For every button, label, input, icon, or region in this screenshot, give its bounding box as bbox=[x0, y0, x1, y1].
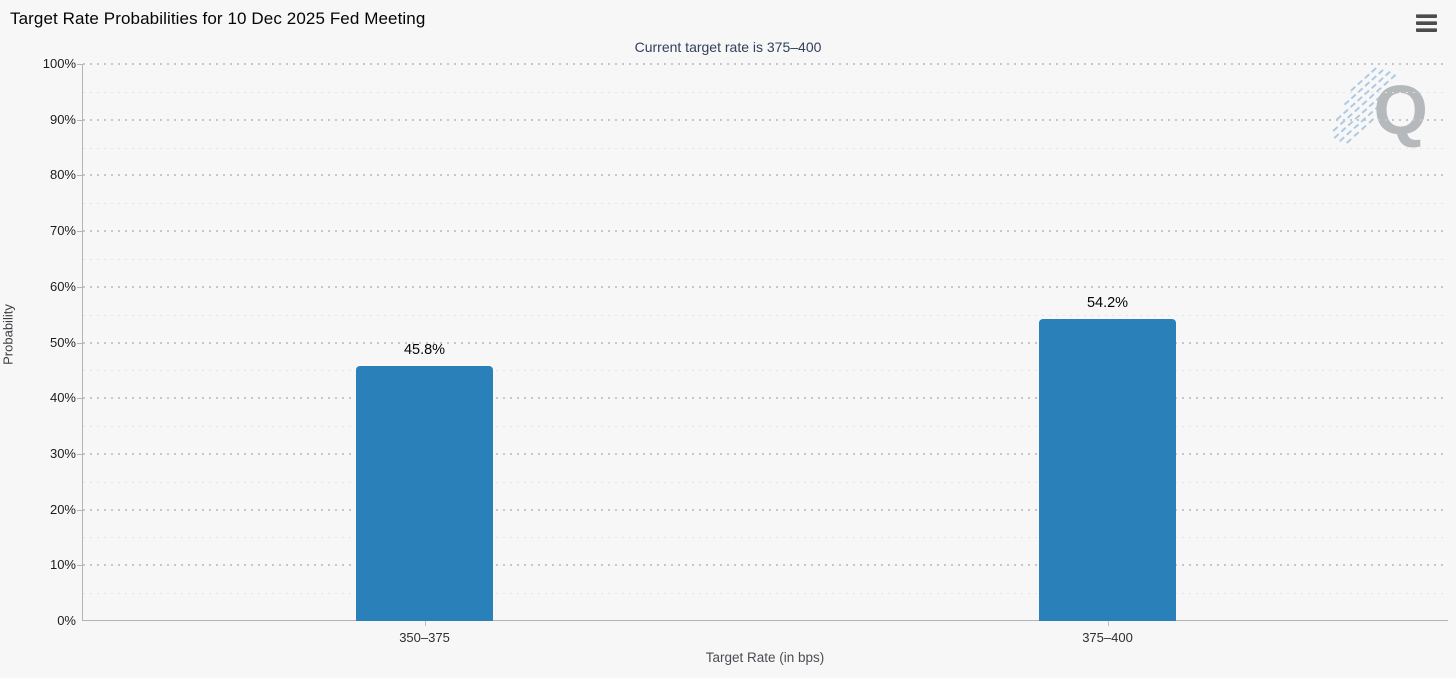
gridline-major bbox=[83, 230, 1448, 233]
bar-value-label: 54.2% bbox=[1086, 295, 1129, 312]
y-axis-tick bbox=[77, 286, 83, 288]
y-tick-label: 30% bbox=[49, 445, 76, 461]
watermark-q-letter: Q bbox=[1373, 71, 1428, 149]
gridline-major bbox=[83, 341, 1448, 344]
y-axis-tick bbox=[77, 453, 83, 455]
gridline-major bbox=[83, 452, 1448, 455]
gridline-major bbox=[83, 564, 1448, 567]
x-tick-label: 375–400 bbox=[1082, 630, 1133, 645]
gridline-minor bbox=[83, 370, 1448, 372]
bar-value-label: 45.8% bbox=[403, 341, 446, 358]
y-tick-label: 80% bbox=[49, 167, 76, 183]
x-axis-title: Target Rate (in bps) bbox=[705, 650, 825, 665]
y-tick-label: 60% bbox=[49, 278, 76, 294]
x-axis-tick bbox=[424, 621, 426, 626]
y-axis-tick bbox=[77, 64, 83, 65]
gridline-major bbox=[83, 174, 1448, 177]
gridline-minor bbox=[83, 147, 1448, 149]
quikstrike-watermark-logo: Q bbox=[1332, 67, 1434, 164]
gridline-minor bbox=[83, 258, 1448, 260]
plot-area: Q 45.8% 350–375 54.2% 375–400 bbox=[77, 63, 1448, 645]
gridline-minor bbox=[83, 203, 1448, 205]
y-axis-tick bbox=[77, 231, 83, 233]
menu-bar bbox=[1416, 28, 1437, 32]
menu-bar bbox=[1416, 21, 1437, 25]
probability-bar[interactable] bbox=[1039, 319, 1176, 621]
y-axis-tick bbox=[77, 509, 83, 511]
gridline-major bbox=[83, 118, 1448, 121]
menu-bar bbox=[1416, 14, 1437, 18]
y-tick-label: 40% bbox=[49, 390, 76, 406]
gridline-minor bbox=[83, 481, 1448, 483]
y-axis-tick bbox=[77, 342, 83, 344]
gridline-minor bbox=[83, 314, 1448, 316]
y-tick-label: 70% bbox=[49, 223, 76, 239]
x-axis-tick bbox=[1107, 621, 1109, 626]
y-axis-tick bbox=[77, 398, 83, 400]
y-tick-label: 50% bbox=[49, 334, 76, 350]
y-tick-label: 0% bbox=[57, 613, 76, 628]
y-axis-tick bbox=[77, 565, 83, 567]
gridline-major bbox=[83, 285, 1448, 288]
watermark-streak-lines bbox=[1318, 59, 1413, 150]
y-tick-label: 10% bbox=[49, 557, 76, 573]
chart-subtitle: Current target rate is 375–400 bbox=[634, 39, 822, 55]
x-tick-label: 350–375 bbox=[399, 630, 450, 645]
y-axis-tick bbox=[77, 175, 83, 177]
chart-title: Target Rate Probabilities for 10 Dec 202… bbox=[10, 9, 426, 28]
gridline-minor bbox=[83, 593, 1448, 595]
probability-bar[interactable] bbox=[356, 365, 493, 621]
y-tick-label: 90% bbox=[49, 111, 76, 127]
gridline-major bbox=[83, 397, 1448, 400]
y-tick-label: 20% bbox=[49, 501, 76, 517]
gridline-minor bbox=[83, 91, 1448, 93]
gridline-minor bbox=[83, 537, 1448, 539]
y-axis-tick bbox=[77, 119, 83, 121]
gridline-minor bbox=[83, 426, 1448, 428]
y-tick-label: 100% bbox=[42, 56, 76, 71]
gridline-major bbox=[83, 508, 1448, 511]
gridline-major bbox=[83, 63, 1448, 65]
hamburger-menu-icon[interactable] bbox=[1416, 14, 1437, 32]
